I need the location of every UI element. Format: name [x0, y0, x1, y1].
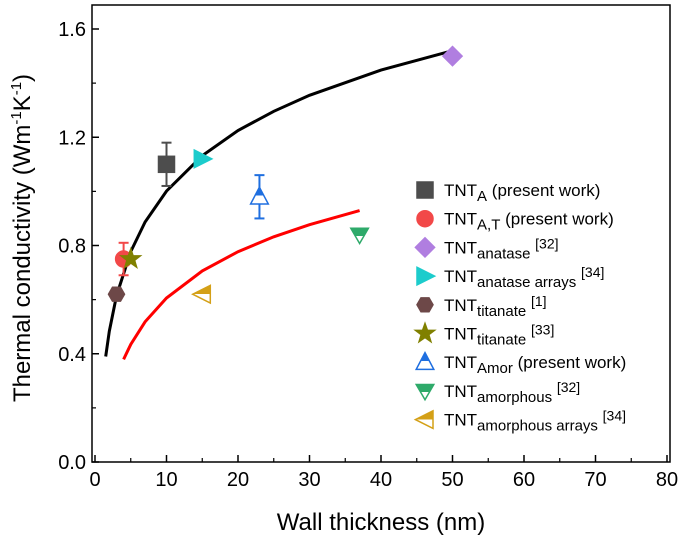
y-tick-label: 0.0: [58, 452, 86, 474]
data-point-square: [157, 155, 176, 174]
x-axis-label: Wall thickness (nm): [277, 509, 485, 536]
data-point-triangle-down: [349, 227, 370, 245]
legend: TNTA (present work) TNTA,T (present work)…: [413, 181, 626, 435]
y-axis-label: Thermal conductivity (Wm-1K-1): [8, 74, 36, 402]
x-tick-label: 50: [441, 469, 463, 491]
data-point-triangle-up: [249, 185, 270, 205]
y-tick-label: 0.4: [58, 344, 86, 366]
axes: [91, 4, 671, 463]
legend-entry: TNTA,T (present work): [444, 210, 614, 234]
fit-curves: [104, 49, 453, 361]
x-tick-label: 20: [227, 469, 249, 491]
legend-marker-triangle-left: [413, 409, 434, 430]
x-tick-label: 60: [513, 469, 535, 491]
x-tick-label: 40: [370, 469, 392, 491]
y-tick-label: 1.2: [58, 127, 86, 149]
legend-marker-square: [416, 181, 434, 199]
x-tick-label: 10: [155, 469, 177, 491]
x-tick-label: 80: [656, 469, 678, 491]
data-point-triangle-left: [191, 284, 212, 305]
x-tick-label: 70: [584, 469, 606, 491]
x-tick-label: 30: [298, 469, 320, 491]
legend-marker-hexagon: [416, 297, 434, 313]
y-tick-label: 0.8: [58, 236, 86, 258]
data-point-diamond: [441, 45, 464, 67]
legend-marker-diamond: [414, 236, 436, 259]
fit-curve: [104, 49, 453, 357]
legend-entry: TNTAmor (present work): [444, 353, 626, 377]
legend-entry: TNTtitanate [1]: [444, 293, 547, 320]
legend-entry: TNTanatase arrays [34]: [444, 264, 604, 291]
x-tick-label: 0: [89, 469, 100, 491]
plot-frame: [91, 4, 671, 463]
legend-marker-triangle-up: [414, 350, 436, 371]
legend-marker-circle: [416, 209, 434, 228]
legend-entry: TNTanatase [32]: [444, 235, 559, 262]
fit-curve: [122, 209, 361, 361]
data-markers: [107, 45, 464, 305]
data-point-star: [119, 246, 143, 269]
legend-entry: TNTtitanate [33]: [444, 322, 554, 349]
tick-labels: 0 10 20 30 40 50 60 70 80 0.0 0.4 0.8 1.2 1.6: [58, 19, 678, 491]
legend-marker-star: [413, 321, 437, 344]
legend-entry: TNTA (present work): [444, 181, 600, 205]
legend-marker-triangle-right: [416, 266, 437, 287]
legend-entry: TNTamorphous arrays [34]: [444, 408, 626, 435]
y-tick-label: 1.6: [58, 19, 86, 41]
legend-entry: TNTamorphous [32]: [444, 379, 580, 406]
legend-marker-triangle-down: [414, 383, 436, 402]
data-point-hexagon: [107, 286, 126, 302]
data-point-triangle-right: [193, 148, 214, 169]
